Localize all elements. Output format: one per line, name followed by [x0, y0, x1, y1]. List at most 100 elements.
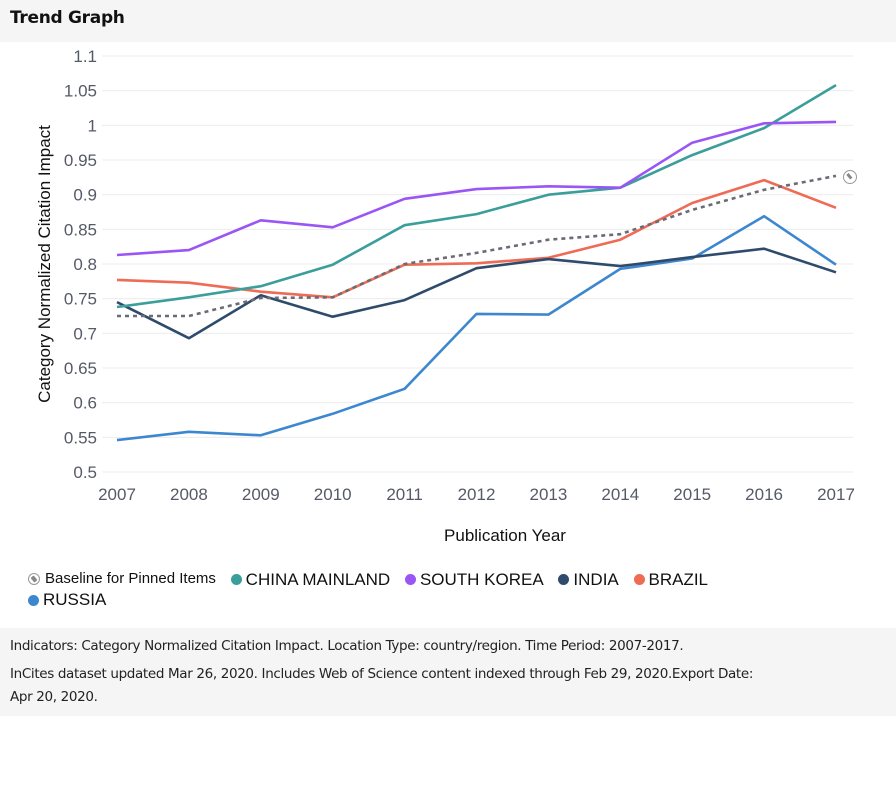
data-point[interactable] — [832, 118, 840, 126]
legend-item-china-mainland[interactable]: CHINA MAINLAND — [230, 569, 391, 590]
data-point[interactable] — [113, 312, 121, 320]
legend-dot-icon — [28, 594, 39, 606]
footer-dataset-info: InCites dataset updated Mar 26, 2020. In… — [10, 666, 754, 682]
data-point[interactable] — [616, 184, 624, 192]
x-tick-label: 2011 — [386, 485, 423, 504]
legend-label: BRAZIL — [648, 569, 709, 589]
legend-item-south-korea[interactable]: SOUTH KOREA — [404, 570, 544, 590]
page-title: Trend Graph — [10, 8, 125, 28]
y-tick-label: 0.65 — [64, 359, 97, 378]
data-point[interactable] — [760, 186, 768, 194]
data-point[interactable] — [688, 253, 696, 261]
data-point[interactable] — [760, 212, 768, 220]
footer-export-date: Apr 20, 2020. — [10, 689, 98, 705]
data-point[interactable] — [185, 428, 193, 436]
data-point[interactable] — [185, 293, 193, 301]
data-point[interactable] — [688, 139, 696, 147]
data-point[interactable] — [185, 246, 193, 254]
data-point[interactable] — [688, 151, 696, 159]
data-point[interactable] — [473, 249, 481, 257]
data-point[interactable] — [113, 303, 121, 311]
x-tick-label: 2013 — [529, 485, 567, 504]
data-point[interactable] — [257, 216, 265, 224]
data-point[interactable] — [832, 172, 840, 180]
series-line-south-korea[interactable] — [116, 120, 837, 257]
data-point[interactable] — [760, 245, 768, 253]
y-tick-label: 1 — [88, 116, 97, 135]
y-tick-label: 0.75 — [64, 290, 97, 309]
y-tick-label: 1.1 — [73, 47, 97, 66]
data-point[interactable] — [257, 431, 265, 439]
data-point[interactable] — [760, 176, 768, 184]
trend-chart: 0.5 0.55 0.6 0.65 0.7 0.75 0.8 0.85 0.9 0.95 1 1.05… — [35, 47, 857, 545]
x-tick-label: 2007 — [98, 485, 136, 504]
y-tick-label: 0.9 — [73, 186, 97, 205]
data-point[interactable] — [113, 436, 121, 444]
x-tick-label: 2016 — [745, 485, 783, 504]
legend-label: INDIA — [573, 569, 619, 589]
data-point[interactable] — [257, 282, 265, 290]
series-line-russia[interactable] — [116, 214, 837, 442]
data-point[interactable] — [473, 210, 481, 218]
series-line-china-mainland[interactable] — [116, 83, 837, 309]
data-point[interactable] — [329, 293, 337, 301]
y-tick-labels: 0.5 0.55 0.6 0.65 0.7 0.75 0.8 0.85 0.9 0.95 1 1.05… — [64, 47, 97, 482]
data-point[interactable] — [113, 276, 121, 284]
data-point[interactable] — [832, 204, 840, 212]
data-point[interactable] — [832, 81, 840, 89]
legend-item-brazil[interactable]: BRAZIL — [633, 569, 709, 590]
legend-dot-icon — [230, 574, 242, 585]
gridlines — [102, 55, 853, 473]
data-point[interactable] — [401, 195, 409, 203]
data-point[interactable] — [329, 223, 337, 231]
data-point[interactable] — [688, 199, 696, 207]
pin-icon — [28, 573, 40, 585]
y-tick-label: 0.95 — [64, 151, 97, 170]
data-point[interactable] — [401, 385, 409, 393]
legend-dot-icon — [404, 574, 416, 585]
data-point[interactable] — [329, 261, 337, 269]
header: Trend Graph — [0, 0, 896, 42]
data-point[interactable] — [688, 206, 696, 214]
data-point[interactable] — [473, 264, 481, 272]
legend-label: CHINA MAINLAND — [245, 569, 391, 589]
data-point[interactable] — [257, 294, 265, 302]
legend-dot-icon — [633, 574, 645, 585]
data-point[interactable] — [473, 310, 481, 318]
data-point[interactable] — [760, 119, 768, 127]
series-line-india[interactable] — [116, 247, 837, 340]
data-point[interactable] — [832, 261, 840, 269]
x-tick-label: 2012 — [458, 485, 496, 504]
legend-item-russia[interactable]: RUSSIA — [28, 590, 106, 610]
y-tick-label: 0.6 — [73, 394, 97, 413]
data-point[interactable] — [401, 260, 409, 268]
legend-label: RUSSIA — [43, 590, 107, 609]
data-point[interactable] — [832, 268, 840, 276]
data-point[interactable] — [113, 251, 121, 259]
data-point[interactable] — [473, 185, 481, 193]
data-point[interactable] — [329, 410, 337, 418]
series-line-baseline-for-pinned-items[interactable] — [117, 174, 837, 318]
data-point[interactable] — [544, 182, 552, 190]
data-point[interactable] — [544, 255, 552, 263]
data-point[interactable] — [185, 312, 193, 320]
legend-item-baseline[interactable]: Baseline for Pinned Items — [28, 569, 216, 589]
legend-item-india[interactable]: INDIA — [558, 569, 619, 590]
x-tick-labels: 2007 2008 2009 2010 2011 2012 2013 2014 2015 2016… — [98, 485, 855, 504]
footer-indicators: Indicators: Category Normalized Citation… — [10, 638, 684, 654]
data-point[interactable] — [544, 311, 552, 319]
data-point[interactable] — [401, 221, 409, 229]
data-point[interactable] — [616, 230, 624, 238]
x-tick-label: 2014 — [601, 485, 639, 504]
data-point[interactable] — [401, 296, 409, 304]
legend-label: Baseline for Pinned Items — [45, 570, 216, 587]
data-point[interactable] — [544, 191, 552, 199]
data-point[interactable] — [616, 262, 624, 270]
data-point[interactable] — [544, 236, 552, 244]
data-point[interactable] — [329, 313, 337, 321]
baseline-pin-icon[interactable] — [843, 170, 857, 184]
data-point[interactable] — [185, 279, 193, 287]
y-tick-label: 0.85 — [64, 220, 97, 239]
data-point[interactable] — [185, 334, 193, 342]
y-tick-label: 1.05 — [64, 82, 97, 101]
